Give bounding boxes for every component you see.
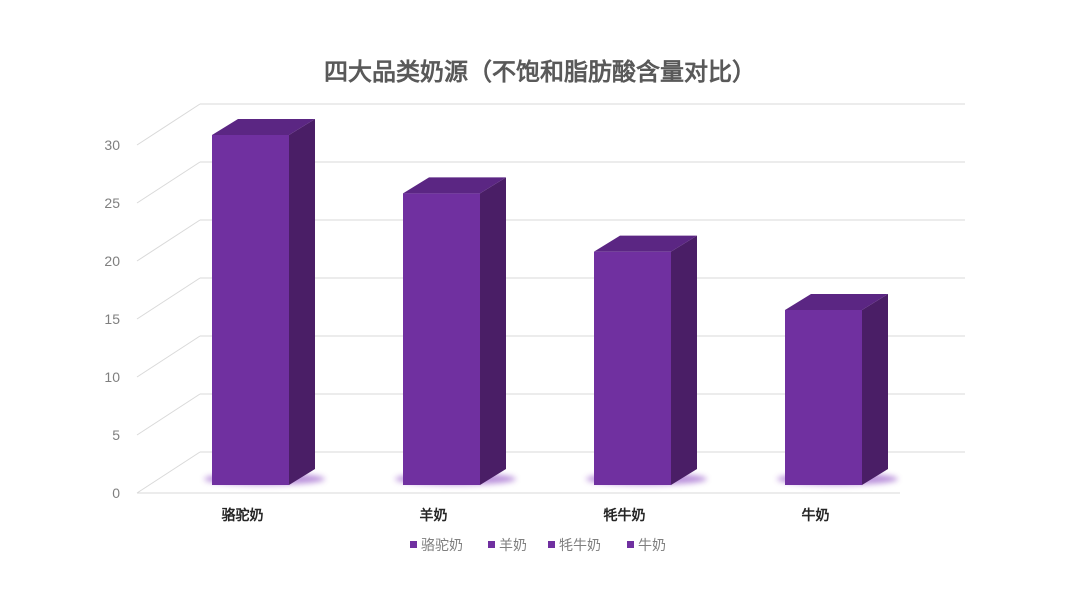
gridline-side — [136, 103, 201, 146]
gridline-side — [136, 335, 201, 378]
bar-side — [671, 235, 697, 485]
x-tick-label: 牛奶 — [802, 507, 830, 524]
x-tick-label: 牦牛奶 — [604, 507, 646, 524]
legend-item: 牦牛奶 — [548, 538, 601, 554]
bar-side — [289, 119, 315, 485]
bar-top — [212, 119, 315, 135]
bar — [777, 294, 898, 485]
y-tick-label: 20 — [104, 253, 120, 269]
gridline-side — [136, 219, 201, 262]
bar-front — [403, 193, 480, 486]
legend-item: 牛奶 — [627, 538, 666, 554]
bar-front — [785, 310, 862, 485]
bar-front — [594, 251, 671, 485]
x-tick-label: 骆驼奶 — [222, 507, 264, 524]
y-tick-label: 0 — [112, 485, 120, 501]
chart-title: 四大品类奶源（不饱和脂肪酸含量对比） — [324, 58, 756, 86]
gridlines — [136, 103, 965, 494]
bar-top — [594, 235, 697, 252]
bar-front — [212, 135, 289, 485]
x-axis: 骆驼奶 羊奶 牦牛奶 牛奶 — [222, 507, 830, 524]
y-tick-label: 5 — [112, 427, 120, 443]
x-tick-label: 羊奶 — [420, 507, 448, 524]
legend-label: 羊奶 — [499, 538, 527, 554]
bar-side — [480, 177, 506, 486]
bar-side — [862, 294, 888, 485]
gridline-side — [136, 393, 201, 436]
legend-marker — [548, 541, 555, 548]
gridline-side — [136, 161, 201, 204]
bars — [204, 119, 898, 486]
bar — [395, 177, 516, 486]
legend: 骆驼奶 羊奶 牦牛奶 牛奶 — [410, 537, 666, 554]
legend-item: 骆驼奶 — [410, 537, 463, 554]
y-tick-label: 30 — [104, 137, 120, 153]
legend-label: 骆驼奶 — [421, 537, 463, 554]
legend-marker — [627, 541, 634, 548]
bar-top — [785, 294, 888, 310]
legend-label: 牛奶 — [638, 538, 666, 554]
bar-top — [403, 177, 506, 194]
y-tick-label: 25 — [104, 195, 120, 211]
gridline-side — [136, 451, 201, 494]
legend-label: 牦牛奶 — [559, 538, 601, 554]
legend-item: 羊奶 — [488, 538, 527, 554]
gridline-side — [136, 277, 201, 320]
y-axis: 0 5 10 15 20 25 30 — [104, 137, 120, 501]
legend-marker — [488, 541, 495, 548]
bar — [586, 235, 707, 485]
y-tick-label: 10 — [104, 369, 120, 385]
y-tick-label: 15 — [104, 311, 120, 327]
bar — [204, 119, 325, 485]
legend-marker — [410, 541, 417, 548]
